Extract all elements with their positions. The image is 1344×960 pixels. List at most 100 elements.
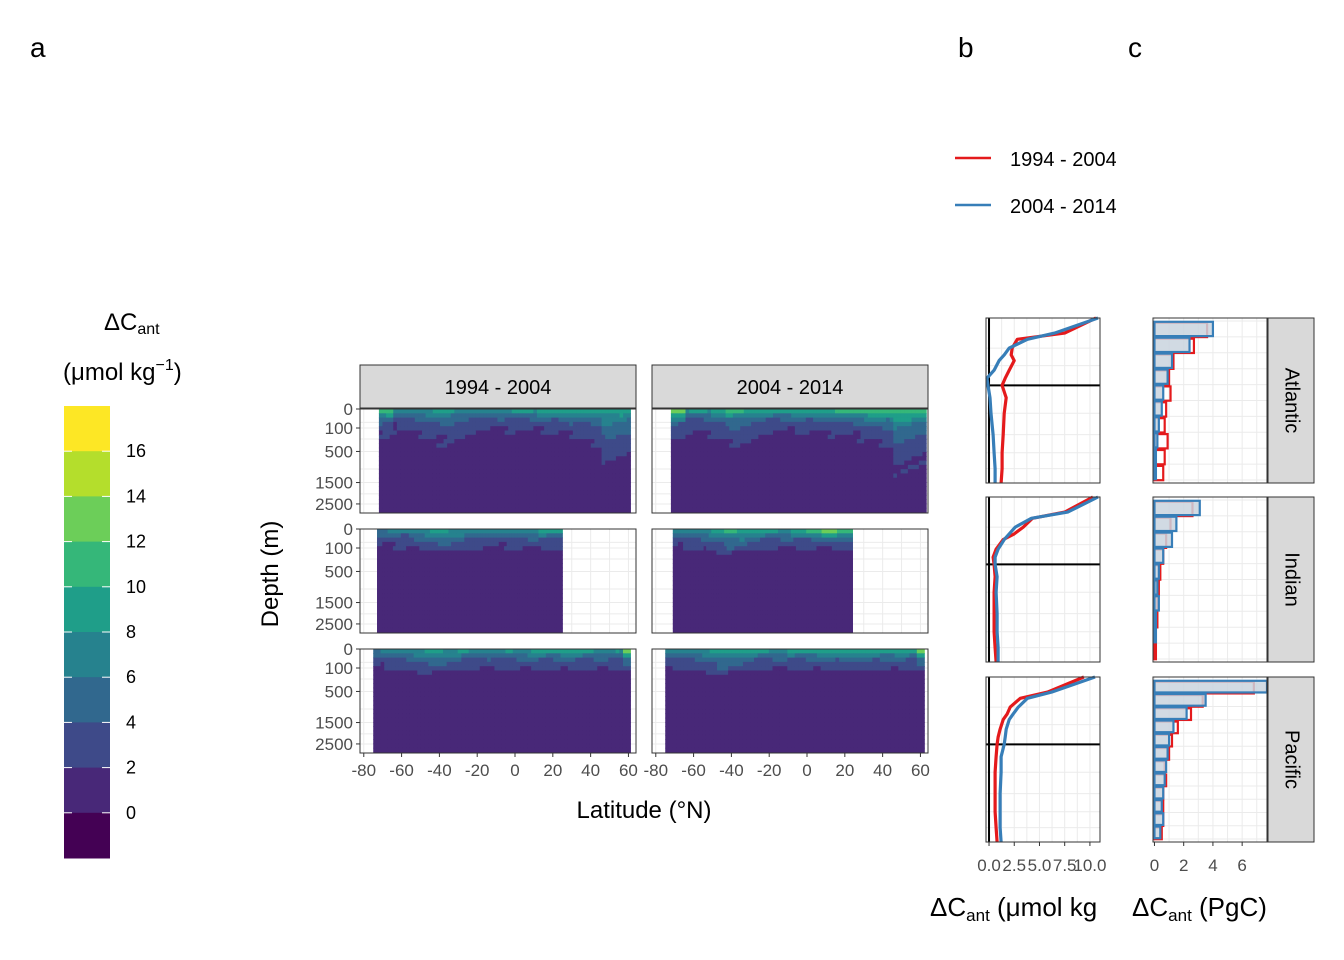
heatmap-cell [490, 460, 495, 466]
heatmap-cell [387, 679, 393, 684]
heatmap-cell [564, 674, 569, 680]
heatmap-cell [379, 533, 383, 539]
heatmap-cell [395, 589, 399, 595]
heatmap-cell [601, 473, 606, 479]
heatmap-cell [626, 409, 631, 414]
heatmap-cell [482, 627, 487, 633]
heatmap-cell [422, 610, 426, 616]
heatmap-cell [564, 666, 569, 672]
heatmap-cell [554, 426, 560, 432]
heatmap-cell [542, 722, 547, 727]
heatmap-cell [526, 477, 531, 483]
heatmap-cell [533, 610, 537, 616]
heatmap-cell [517, 627, 521, 633]
heatmap-cell [429, 580, 434, 586]
heatmap-cell [597, 743, 602, 749]
heatmap-cell [464, 610, 468, 616]
heatmap-cell [526, 421, 531, 427]
heatmap-cell [439, 691, 444, 697]
heatmap-cell [454, 464, 459, 470]
heatmap-cell [560, 679, 565, 684]
heatmap-cell [553, 739, 558, 745]
heatmap-cell [612, 503, 617, 509]
heatmap-cell [527, 696, 532, 702]
heatmap-cell [432, 439, 437, 444]
heatmap-cell [378, 451, 384, 457]
heatmap-cell [406, 606, 410, 612]
heatmap-cell [498, 704, 503, 710]
heatmap-cell [559, 567, 563, 573]
heatmap-cell [541, 627, 545, 633]
heatmap-cell [403, 529, 407, 534]
heatmap-cell [468, 649, 473, 654]
heatmap-cell [508, 507, 513, 513]
heatmap-cell [447, 464, 452, 470]
heatmap-cell [612, 443, 617, 449]
heatmap-cell [540, 434, 545, 440]
heatmap-cell [534, 709, 540, 715]
heatmap-cell [517, 537, 521, 543]
heatmap-cell [559, 541, 563, 547]
heatmap-cell [534, 666, 540, 672]
heatmap-cell [527, 546, 532, 552]
heatmap-cell [439, 447, 445, 453]
heatmap-cell [529, 464, 534, 470]
heatmap-cell [482, 529, 487, 534]
heatmap-cell [506, 546, 510, 552]
heatmap-cell [406, 739, 411, 745]
heatmap-cell [424, 649, 429, 654]
heatmap-cell [417, 730, 422, 736]
heatmap-cell [461, 507, 466, 513]
heatmap-cell [398, 589, 402, 595]
heatmap-cell [461, 503, 466, 509]
heatmap-cell [378, 499, 384, 505]
heatmap-cell [396, 456, 402, 462]
heatmap-cell [483, 670, 488, 676]
heatmap-cell [530, 533, 534, 539]
heatmap-cell [402, 726, 407, 732]
heatmap-cell [549, 533, 553, 539]
heatmap-cell [429, 537, 434, 543]
heatmap-cell [498, 730, 503, 736]
heatmap-cell [483, 430, 488, 436]
heatmap-cell [437, 589, 442, 595]
heatmap-cell [515, 499, 520, 505]
heatmap-cell [578, 700, 584, 706]
y-tick-label: 1500 [315, 594, 353, 613]
heatmap-cell [575, 700, 580, 706]
heatmap-cell [475, 417, 481, 423]
heatmap-cell [454, 661, 459, 667]
heatmap-cell [509, 627, 513, 633]
heatmap-cell [587, 413, 592, 419]
heatmap-cell [589, 696, 595, 702]
heatmap-cell [582, 696, 587, 702]
heatmap-cell [531, 700, 536, 706]
heatmap-cell [390, 537, 394, 543]
heatmap-cell [544, 460, 549, 466]
heatmap-cell [511, 533, 516, 539]
heatmap-cell [565, 486, 570, 492]
heatmap-cell [497, 439, 502, 444]
heatmap-cell [376, 670, 382, 676]
heatmap-cell [451, 563, 455, 569]
heatmap-cell [549, 554, 553, 560]
heatmap-cell [446, 743, 451, 749]
heatmap-cell [450, 649, 455, 654]
heatmap-cell [461, 722, 466, 727]
heatmap-cell [382, 627, 386, 633]
heatmap-cell [608, 439, 613, 444]
heatmap-facet-pacific-1 [359, 648, 637, 754]
heatmap-cell [509, 653, 514, 659]
heatmap-cell [461, 580, 465, 586]
heatmap-cell [522, 482, 527, 487]
heatmap-cell [527, 576, 532, 582]
heatmap-cell [504, 490, 509, 496]
heatmap-cell [451, 576, 455, 582]
heatmap-cell [509, 674, 514, 680]
heatmap-cell [623, 430, 628, 436]
heatmap-cell [549, 713, 554, 719]
heatmap-cell [413, 670, 418, 676]
heatmap-cell [419, 606, 423, 612]
heatmap-cell [565, 460, 570, 466]
heatmap-cell [549, 722, 554, 727]
